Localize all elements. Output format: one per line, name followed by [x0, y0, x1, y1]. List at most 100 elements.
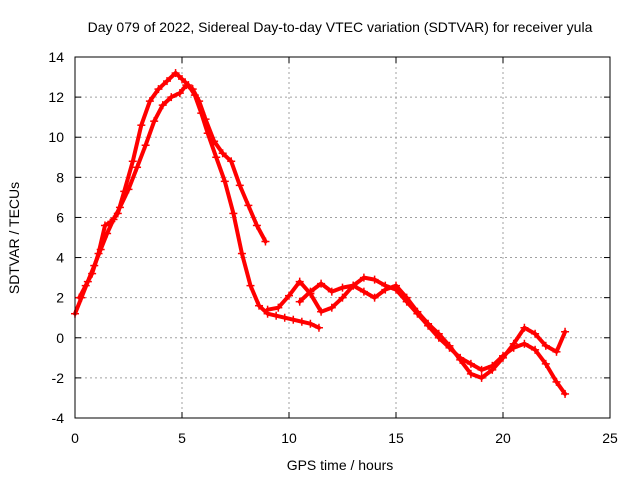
y-tick-label: 10	[48, 129, 64, 145]
data-point	[445, 341, 454, 350]
data-point	[261, 237, 270, 246]
data-point	[285, 291, 293, 300]
data-point	[381, 285, 390, 294]
data-point	[424, 319, 433, 328]
data-point	[359, 287, 368, 296]
series-trace-a	[73, 83, 268, 316]
y-tick-label: -4	[52, 410, 65, 426]
x-axis-label: GPS time / hours	[287, 457, 394, 473]
data-point	[531, 345, 540, 354]
y-tick-label: 4	[56, 250, 64, 266]
data-point	[175, 89, 184, 98]
data-point	[349, 281, 358, 290]
data-point	[150, 117, 159, 126]
data-point	[552, 347, 561, 356]
series-layer	[71, 69, 570, 398]
data-point	[255, 301, 264, 310]
data-point	[477, 365, 486, 374]
plot-frame	[74, 56, 611, 419]
data-point	[488, 365, 497, 374]
data-point	[272, 311, 281, 320]
chart-title: Day 079 of 2022, Sidereal Day-to-day VTE…	[88, 19, 593, 35]
data-point	[327, 287, 336, 296]
data-point	[280, 313, 289, 322]
data-point	[167, 93, 176, 102]
data-point	[220, 177, 229, 186]
data-point	[154, 85, 163, 94]
data-point	[338, 283, 347, 292]
y-tick-label: 2	[56, 290, 64, 306]
data-point	[145, 97, 154, 106]
data-point	[229, 209, 238, 218]
data-point	[413, 307, 422, 316]
data-point	[81, 281, 90, 290]
data-point	[190, 91, 199, 100]
data-point	[94, 249, 103, 258]
data-point	[227, 157, 236, 166]
data-point	[466, 369, 475, 378]
data-point	[306, 287, 315, 296]
data-point	[237, 249, 246, 258]
data-point	[338, 293, 347, 302]
data-point	[561, 389, 570, 398]
y-tick-label: 0	[56, 330, 64, 346]
data-point	[552, 377, 561, 386]
data-point	[297, 317, 306, 326]
x-tick-label: 20	[495, 430, 511, 446]
data-point	[75, 293, 84, 302]
data-point	[499, 353, 507, 362]
data-point	[477, 373, 486, 382]
data-point	[158, 101, 167, 110]
data-point	[178, 75, 186, 84]
data-point	[456, 355, 465, 364]
data-point	[295, 277, 304, 286]
data-point	[327, 303, 336, 312]
y-tick-label: 12	[48, 89, 64, 105]
series-trace-b	[77, 71, 321, 330]
data-point	[218, 149, 227, 158]
data-point	[295, 297, 304, 306]
y-tick-label: -2	[52, 370, 65, 386]
data-point	[128, 157, 137, 166]
y-axis-label: SDTVAR / TECUs	[6, 182, 22, 294]
y-tick-label: 6	[56, 209, 64, 225]
x-tick-label: 15	[388, 430, 404, 446]
data-point	[120, 187, 129, 196]
y-tick-label: 8	[56, 169, 64, 185]
data-point	[113, 209, 122, 218]
data-point	[541, 341, 550, 350]
data-point	[107, 217, 116, 226]
data-point	[402, 293, 411, 302]
data-point	[289, 315, 298, 324]
data-point	[203, 129, 212, 138]
data-point	[392, 281, 400, 290]
data-point	[274, 303, 283, 312]
data-point	[244, 201, 253, 210]
data-point	[370, 275, 379, 284]
data-point	[520, 339, 529, 348]
data-point	[88, 269, 97, 278]
data-point	[252, 221, 261, 230]
data-point	[541, 359, 550, 368]
x-tick-label: 10	[281, 430, 297, 446]
data-point	[306, 319, 315, 328]
data-point	[317, 307, 326, 316]
grid-layer	[75, 57, 610, 418]
data-point	[163, 77, 172, 86]
data-point	[520, 323, 529, 332]
x-tick-label: 25	[602, 430, 618, 446]
data-point	[246, 281, 255, 290]
data-point	[561, 327, 570, 336]
tick-layer: 0 5 10 15 20 25 -4 -2 0 2 4 6 8 10 12 14	[48, 49, 618, 446]
data-point	[317, 279, 326, 288]
data-point	[359, 273, 368, 282]
data-point	[314, 323, 323, 332]
data-point	[235, 181, 244, 190]
y-tick-label: 14	[48, 49, 64, 65]
data-point	[212, 153, 221, 162]
data-point	[434, 329, 443, 338]
data-point	[509, 339, 518, 348]
data-point	[184, 81, 193, 90]
data-point	[466, 359, 475, 368]
